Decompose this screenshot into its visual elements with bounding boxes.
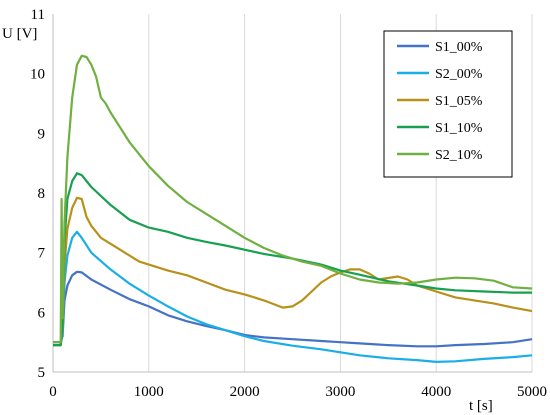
y-tick-label: 11 [31, 7, 45, 23]
x-tick-label: 5000 [517, 384, 547, 400]
legend-label: S1_05% [435, 94, 483, 109]
axes [52, 14, 532, 373]
y-tick-label: 9 [38, 126, 46, 142]
y-tick-label: 6 [38, 305, 46, 321]
x-axis-label: t [s] [469, 398, 493, 414]
series-line-3 [53, 172, 532, 347]
data-series [53, 54, 533, 363]
series-line-1 [53, 230, 533, 363]
y-tick-label: 10 [30, 67, 45, 83]
series-line-2 [53, 196, 533, 347]
legend-box [383, 30, 513, 178]
y-tick-label: 5 [38, 365, 46, 381]
x-tick-label: 0 [49, 384, 57, 400]
legend-label: S2_10% [435, 148, 483, 163]
x-tick-label: 2000 [230, 384, 260, 400]
tick-labels: 0 1000 2000 3000 4000 5000 5 6 7 8 9 10 11 [30, 7, 547, 400]
x-tick-label: 3000 [325, 384, 355, 400]
x-tick-label: 4000 [421, 384, 451, 400]
legend: S1_00% S2_00% S1_05% S1_10% S2_10% [383, 30, 513, 178]
y-tick-label: 8 [38, 186, 46, 202]
series-line-0 [53, 270, 533, 348]
x-tick-label: 1000 [134, 384, 164, 400]
y-axis-label: U [V] [2, 26, 37, 42]
legend-label: S2_00% [435, 67, 483, 82]
legend-label: S1_00% [435, 40, 483, 55]
legend-label: S1_10% [435, 121, 483, 136]
series-line-4 [53, 54, 533, 344]
y-tick-label: 7 [38, 246, 46, 262]
